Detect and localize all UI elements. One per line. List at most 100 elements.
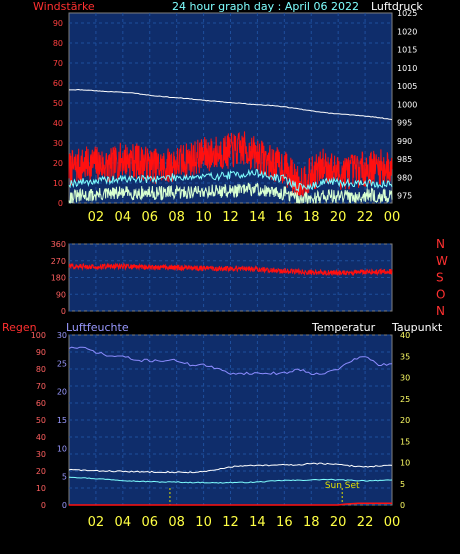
dewpoint-axis-title: Taupunkt — [392, 321, 443, 334]
compass-direction-label: O — [436, 287, 445, 301]
hour-tick-label: 10 — [195, 515, 212, 530]
humidity-series — [68, 346, 393, 376]
humidity-axis-tick-label: 5 — [62, 473, 67, 482]
temperature-series — [68, 462, 393, 474]
pressure-axis-tick-label: 975 — [397, 192, 412, 201]
hour-tick-label: 18 — [303, 210, 320, 225]
wind-axis-tick-label: 40 — [53, 119, 63, 128]
hour-tick-label: 08 — [168, 210, 185, 225]
hour-tick-label: 00 — [384, 515, 401, 530]
hour-tick-label: 06 — [141, 515, 158, 530]
rain-axis-tick-label: 50 — [36, 416, 46, 425]
humidity-axis-tick-label: 0 — [62, 501, 67, 510]
rain-axis-tick-label: 70 — [36, 382, 46, 391]
wind-average-series — [68, 168, 393, 193]
wind-axis-tick-label: 0 — [58, 199, 63, 208]
rain-axis-tick-label: 60 — [36, 399, 46, 408]
pressure-axis-tick-label: 1010 — [397, 64, 417, 73]
temperature-axis-tick-label: 25 — [400, 395, 410, 404]
temperature-axis-tick-label: 40 — [400, 331, 410, 340]
compass-direction-label: N — [436, 304, 445, 318]
hour-tick-label: 14 — [249, 210, 266, 225]
humidity-axis-tick-label: 15 — [57, 416, 67, 425]
pressure-axis-tick-label: 1005 — [397, 82, 417, 91]
hour-tick-label: 22 — [357, 515, 374, 530]
wind-axis-tick-label: 70 — [53, 59, 63, 68]
sunset-annotation: Sun Set — [325, 481, 360, 491]
humidity-axis-title: Luftfeuchte — [66, 321, 129, 334]
wind-axis-tick-label: 10 — [53, 179, 63, 188]
hour-tick-label: 20 — [330, 210, 347, 225]
pressure-axis-tick-label: 1025 — [397, 9, 417, 18]
pressure-axis-tick-label: 990 — [397, 137, 412, 146]
wind-axis-tick-label: 30 — [53, 139, 63, 148]
wind-axis-tick-label: 90 — [53, 19, 63, 28]
direction-axis-tick-label: 360 — [51, 240, 66, 249]
hour-tick-label: 00 — [384, 210, 401, 225]
wind-direction-series — [68, 262, 393, 277]
right-axis-title: Luftdruck — [371, 0, 423, 13]
temperature-axis-tick-label: 20 — [400, 416, 410, 425]
pressure-axis-tick-label: 1020 — [397, 27, 417, 36]
wind-axis-tick-label: 50 — [53, 99, 63, 108]
temperature-axis-tick-label: 0 — [400, 501, 405, 510]
temperature-axis-title: Temperatur — [312, 321, 376, 334]
rain-axis-tick-label: 80 — [36, 365, 46, 374]
wind-axis-tick-label: 60 — [53, 79, 63, 88]
temperature-axis-tick-label: 5 — [400, 480, 405, 489]
humidity-axis-tick-label: 25 — [57, 359, 67, 368]
pressure-axis-tick-label: 995 — [397, 119, 412, 128]
rain-axis-tick-label: 20 — [36, 467, 46, 476]
rain-axis-title: Regen — [2, 321, 37, 334]
hour-tick-label: 16 — [276, 515, 293, 530]
compass-direction-label: S — [436, 271, 444, 285]
hour-tick-label: 06 — [141, 210, 158, 225]
rain-axis-tick-label: 100 — [31, 331, 46, 340]
pressure-axis-tick-label: 1000 — [397, 100, 417, 109]
hour-tick-label: 16 — [276, 210, 293, 225]
wind-axis-tick-label: 20 — [53, 159, 63, 168]
wind-minimum-series — [68, 182, 393, 205]
pressure-axis-tick-label: 985 — [397, 155, 412, 164]
dewpoint-series — [68, 476, 393, 484]
hour-tick-label: 20 — [330, 515, 347, 530]
wind-axis-tick-label: 80 — [53, 39, 63, 48]
humidity-axis-tick-label: 20 — [57, 388, 67, 397]
hour-tick-label: 22 — [357, 210, 374, 225]
humidity-axis-tick-label: 10 — [57, 444, 67, 453]
temperature-axis-tick-label: 10 — [400, 459, 410, 468]
hour-tick-label: 02 — [88, 210, 105, 225]
wind-gust-series — [68, 131, 393, 200]
hour-tick-label: 12 — [222, 210, 239, 225]
rain-axis-tick-label: 30 — [36, 450, 46, 459]
chart-title: 24 hour graph day : April 06 2022 — [172, 0, 359, 13]
compass-direction-label: W — [436, 254, 448, 268]
hour-tick-label: 02 — [88, 515, 105, 530]
direction-axis-tick-label: 270 — [51, 257, 66, 266]
pressure-series — [69, 88, 393, 121]
pressure-axis-tick-label: 980 — [397, 173, 412, 182]
direction-axis-tick-label: 90 — [56, 290, 66, 299]
hour-tick-label: 04 — [115, 210, 132, 225]
humidity-axis-tick-label: 30 — [57, 331, 67, 340]
hour-tick-label: 10 — [195, 210, 212, 225]
rain-series — [69, 502, 392, 506]
hour-tick-label: 18 — [303, 515, 320, 530]
temperature-axis-tick-label: 35 — [400, 352, 410, 361]
hour-tick-label: 08 — [168, 515, 185, 530]
rain-axis-tick-label: 40 — [36, 433, 46, 442]
hour-tick-label: 12 — [222, 515, 239, 530]
hour-tick-label: 14 — [249, 515, 266, 530]
pressure-axis-tick-label: 1015 — [397, 46, 417, 55]
direction-axis-tick-label: 180 — [51, 274, 66, 283]
temperature-axis-tick-label: 15 — [400, 437, 410, 446]
direction-axis-tick-label: 0 — [61, 307, 66, 316]
hour-tick-label: 04 — [115, 515, 132, 530]
rain-axis-tick-label: 90 — [36, 348, 46, 357]
compass-direction-label: N — [436, 237, 445, 251]
temperature-axis-tick-label: 30 — [400, 374, 410, 383]
rain-axis-tick-label: 10 — [36, 484, 46, 493]
left-axis-title: Windstärke — [33, 0, 95, 13]
rain-axis-tick-label: 0 — [41, 501, 46, 510]
